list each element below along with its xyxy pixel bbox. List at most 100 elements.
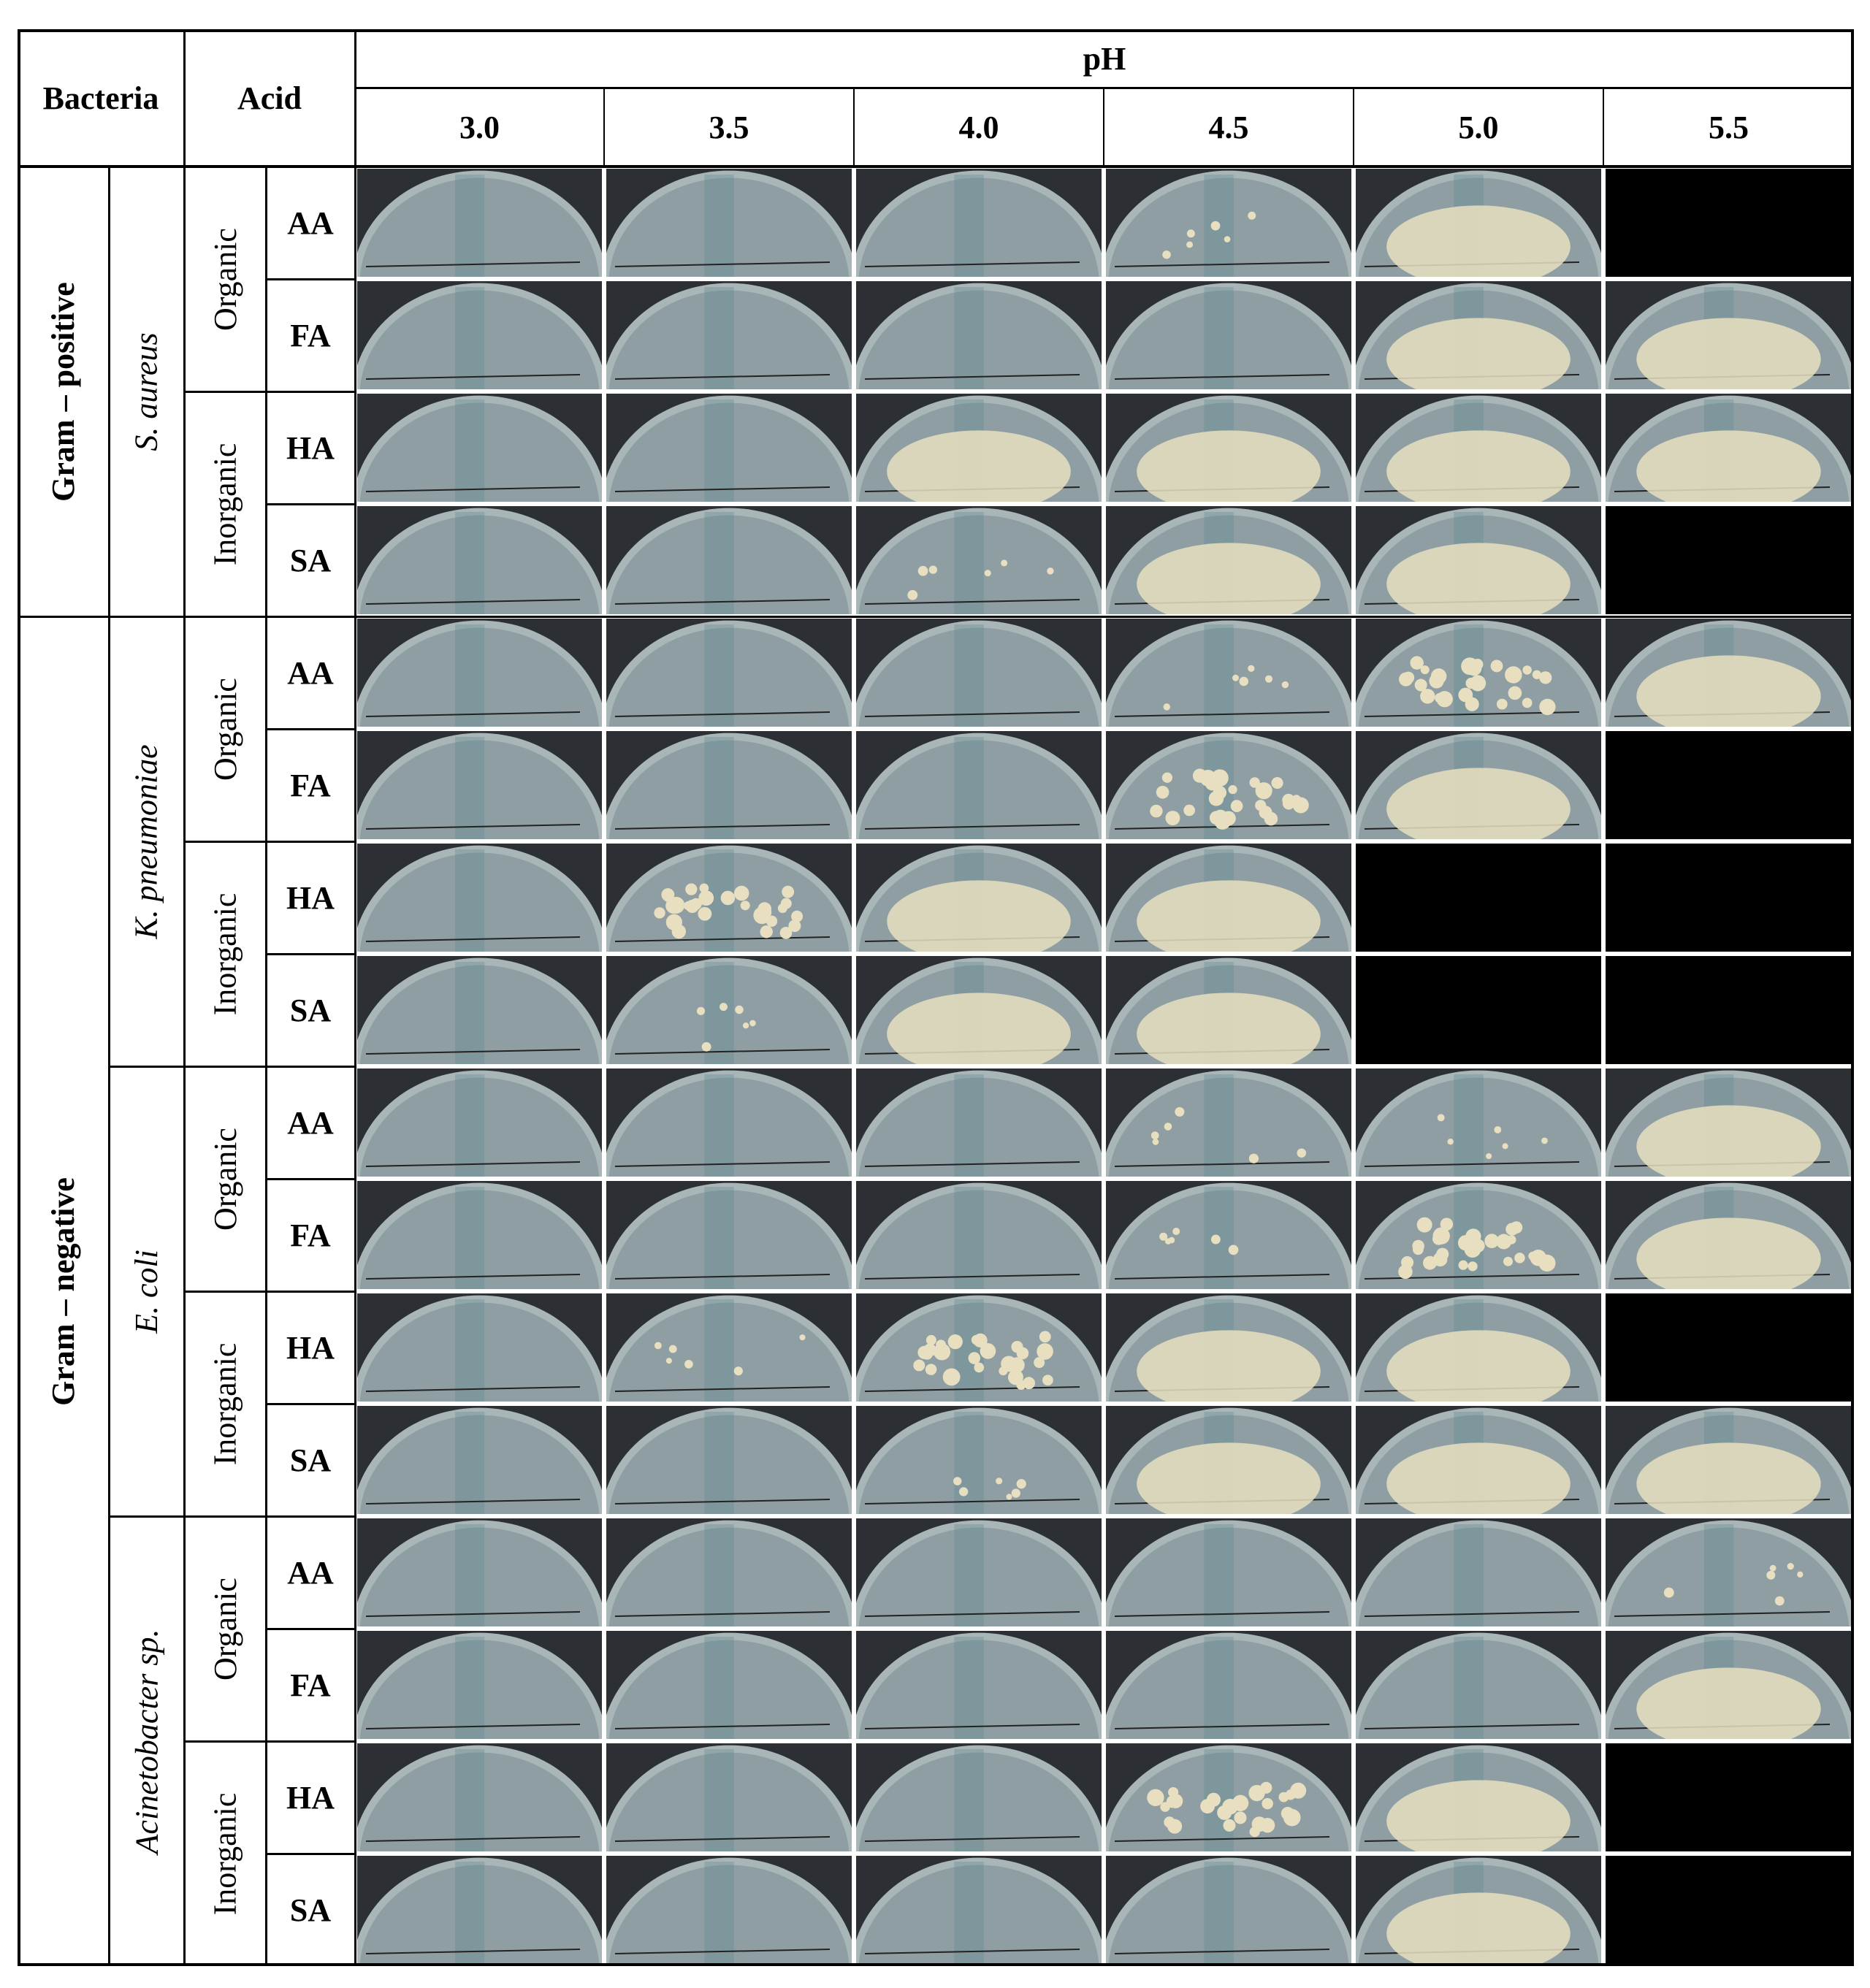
colony (1192, 768, 1207, 783)
plate-cell (856, 281, 1102, 389)
colony (1186, 229, 1195, 238)
plate-image (1106, 956, 1351, 1064)
plate-image (1356, 731, 1601, 839)
gram-group-label: Gram – negative (18, 616, 109, 1966)
colony (1011, 1488, 1020, 1498)
colony (1532, 670, 1542, 679)
plate-image (357, 1181, 602, 1289)
colony (720, 1003, 728, 1012)
plate-cell (357, 1293, 602, 1402)
colony (1494, 1125, 1502, 1133)
plate-cell (606, 169, 852, 277)
colony (1186, 241, 1194, 248)
plate-image (1606, 169, 1852, 277)
colony (942, 1368, 961, 1386)
plate-image (357, 619, 602, 727)
grid-line (266, 1402, 355, 1405)
plate-image (1106, 1856, 1351, 1964)
plate-image (606, 394, 852, 502)
acid-type-label: Inorganic (184, 1741, 266, 1966)
plate-image (606, 1743, 852, 1851)
species-label: S. aureus (109, 167, 184, 616)
plate-cell (606, 1406, 852, 1514)
plate-image (606, 956, 852, 1064)
plate-cell (357, 956, 602, 1064)
colony (1259, 806, 1272, 819)
plate-image (1606, 844, 1852, 952)
acid-type-label: Organic (184, 1066, 266, 1291)
grid-line (266, 502, 355, 505)
colony (733, 1366, 743, 1376)
plate-cell (606, 281, 852, 389)
bacterial-lawn (1386, 1780, 1571, 1851)
colony (907, 589, 918, 600)
plate-image (856, 281, 1102, 389)
plate-image (1356, 169, 1601, 277)
plate-cell (856, 619, 1102, 727)
plate-cell (856, 1068, 1102, 1177)
plate-cell (856, 1518, 1102, 1626)
plate-image (1606, 1406, 1852, 1514)
plate-cell (1106, 1181, 1351, 1289)
plate-cell (606, 731, 852, 839)
acid-label: SA (266, 1404, 355, 1516)
plate-image (1356, 956, 1601, 1064)
colony (1249, 777, 1260, 788)
plate-cell (357, 169, 602, 277)
plate-cell (606, 844, 852, 952)
bacterial-lawn (1636, 430, 1821, 502)
plate-image (856, 506, 1102, 614)
plate-cell (606, 1743, 852, 1851)
plate-cell (606, 1518, 852, 1626)
plate-image (606, 1631, 852, 1739)
bacterial-lawn (1137, 993, 1321, 1064)
plate-cell (1606, 731, 1852, 839)
acid-label: SA (266, 1854, 355, 1966)
plate-image (1606, 956, 1852, 1064)
plate-cell (1106, 169, 1351, 277)
acid-label: FA (266, 729, 355, 841)
grid-line (18, 165, 1854, 168)
colony (1200, 1799, 1216, 1814)
plate-cell (606, 1181, 852, 1289)
colony (1224, 236, 1231, 242)
colony (1507, 1235, 1516, 1245)
grid-line (1851, 29, 1854, 1966)
plate-image (1356, 1631, 1601, 1739)
acid-label: AA (266, 167, 355, 279)
bacterial-lawn (1636, 318, 1821, 389)
plate-image (856, 1743, 1102, 1851)
species-text: S. aureus (129, 332, 164, 451)
plate-cell (1356, 1068, 1601, 1177)
plate-cell (856, 1856, 1102, 1964)
colony (779, 927, 793, 939)
colony (1163, 703, 1170, 711)
colony (1150, 804, 1163, 818)
plate-cell (1606, 394, 1852, 502)
bacterial-lawn (1636, 1667, 1821, 1739)
plate-cell (1106, 619, 1351, 727)
colony (1264, 675, 1273, 683)
colony (1420, 689, 1435, 704)
colony (742, 1022, 749, 1029)
colony (1156, 785, 1169, 799)
colony (958, 1487, 969, 1496)
bacterial-lawn (1386, 543, 1571, 614)
plate-image (606, 1406, 852, 1514)
plate-cell (1356, 1743, 1601, 1851)
bacterial-lawn (1636, 655, 1821, 727)
colony (917, 565, 928, 576)
acid-label: AA (266, 616, 355, 729)
grid-line (18, 29, 20, 1966)
plate-image (357, 394, 602, 502)
plate-image (606, 731, 852, 839)
header-ph-value: 3.5 (604, 88, 854, 167)
acid-label: AA (266, 1066, 355, 1179)
no-image-fill (1606, 844, 1852, 952)
no-image-fill (1606, 1856, 1852, 1964)
plate-image (1106, 1293, 1351, 1402)
plate-cell (357, 506, 602, 614)
colony (947, 1334, 963, 1350)
colony (733, 885, 749, 901)
colony (766, 915, 778, 927)
